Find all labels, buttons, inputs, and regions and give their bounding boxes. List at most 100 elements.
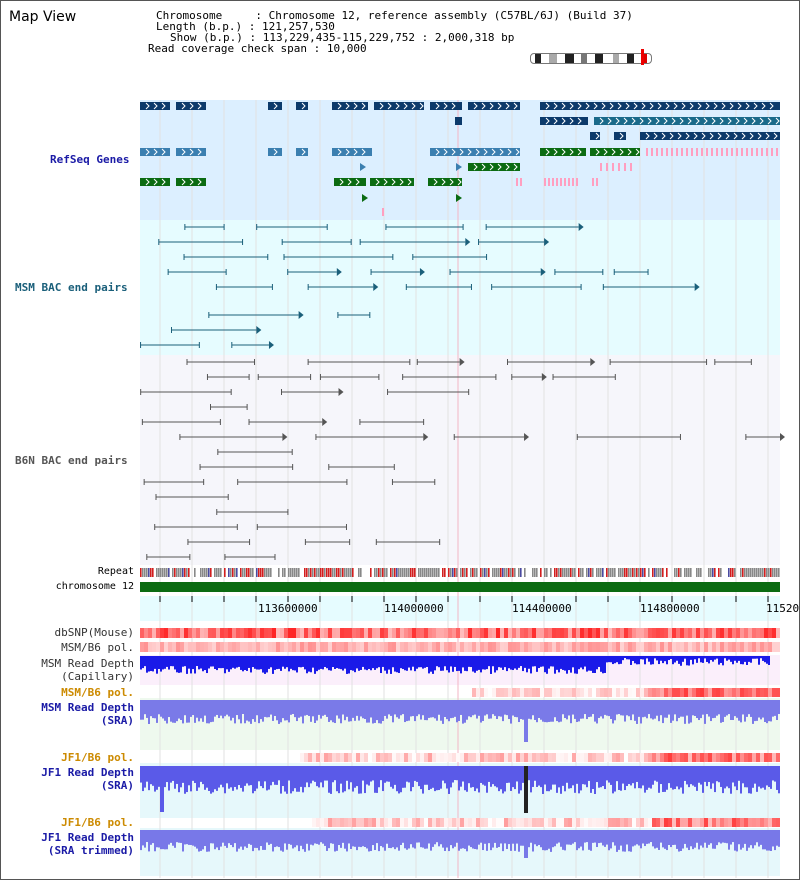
heat-cell — [716, 818, 720, 827]
heat-cell — [312, 753, 316, 762]
depth-bar — [348, 830, 350, 844]
heat-cell — [524, 753, 528, 762]
depth-bar — [744, 700, 746, 722]
repeat-mark — [480, 568, 482, 577]
heat-cell — [420, 818, 424, 827]
heat-cell — [160, 628, 164, 638]
depth-bar — [278, 656, 280, 669]
heat-cell — [180, 628, 184, 638]
depth-bar — [508, 656, 510, 669]
heat-cell — [304, 753, 308, 762]
depth-bar — [228, 656, 230, 672]
repeat-mark — [394, 568, 396, 577]
depth-bar — [410, 766, 412, 792]
depth-bar — [208, 830, 210, 852]
heat-cell — [204, 642, 208, 652]
heat-cell — [604, 688, 608, 697]
heat-cell — [524, 642, 528, 652]
depth-bar — [598, 830, 600, 844]
depth-bar — [754, 766, 756, 784]
repeat-mark — [230, 568, 232, 577]
depth-bar — [664, 830, 666, 849]
depth-bar — [542, 656, 544, 667]
gene-arrow — [515, 148, 520, 156]
depth-bar — [686, 830, 688, 848]
gene-feature — [176, 148, 206, 156]
b6n-bac-label[interactable]: B6N BAC end pairs — [15, 454, 128, 467]
heat-cell — [492, 688, 496, 697]
depth-bar — [620, 830, 622, 846]
jf1-b6-pol-label-2[interactable]: JF1/B6 pol. — [61, 816, 134, 829]
heat-cell — [560, 818, 564, 827]
depth-bar — [194, 656, 196, 674]
depth-bar — [354, 656, 356, 673]
depth-bar — [144, 656, 146, 667]
depth-bar — [346, 830, 348, 852]
depth-bar — [742, 700, 744, 715]
depth-bar — [330, 700, 332, 721]
depth-bar — [148, 766, 150, 791]
depth-bar — [678, 766, 680, 790]
heat-cell — [500, 753, 504, 762]
depth-bar — [592, 656, 594, 673]
depth-bar — [608, 700, 610, 717]
heat-cell — [336, 753, 340, 762]
gene-feature — [296, 148, 308, 156]
depth-bar — [432, 656, 434, 674]
depth-bar — [674, 830, 676, 845]
depth-bar — [270, 766, 272, 786]
depth-bar — [774, 830, 776, 851]
jf1-b6-pol-label[interactable]: JF1/B6 pol. — [61, 751, 134, 764]
refseq-genes-label[interactable]: RefSeq Genes — [50, 153, 130, 166]
depth-bar — [390, 656, 392, 674]
msm-bac-label[interactable]: MSM BAC end pairs — [15, 281, 128, 294]
chromosome-ideogram[interactable] — [530, 53, 652, 64]
gene-pink — [630, 163, 632, 171]
heat-cell — [264, 642, 268, 652]
msm-depth-capillary-label[interactable]: MSM Read Depth (Capillary) — [41, 657, 134, 683]
heat-cell — [344, 753, 348, 762]
heat-cell — [720, 628, 724, 638]
heat-cell — [320, 818, 324, 827]
msm-depth-sra-label[interactable]: MSM Read Depth (SRA) — [41, 701, 134, 727]
depth-bar — [492, 830, 494, 848]
depth-bar — [426, 700, 428, 721]
heat-cell — [316, 818, 320, 827]
heat-cell — [484, 818, 488, 827]
depth-bar — [548, 700, 550, 722]
chromosome-track-label: chromosome 12 — [55, 581, 134, 592]
heat-cell — [388, 753, 392, 762]
heat-cell — [772, 753, 776, 762]
depth-bar — [350, 766, 352, 783]
depth-bar — [654, 700, 656, 719]
heat-cell — [164, 642, 168, 652]
depth-bar — [702, 766, 704, 793]
gene-arrow — [473, 102, 478, 110]
dbsnp-label[interactable]: dbSNP(Mouse) — [54, 626, 134, 639]
depth-bar — [604, 700, 606, 715]
gene-arrow — [757, 132, 762, 140]
depth-bar — [710, 766, 712, 789]
msm-b6-pol-label-2[interactable]: MSM/B6 pol. — [61, 686, 134, 699]
gene-arrow — [553, 117, 558, 125]
depth-bar — [460, 766, 462, 787]
jf1-depth-trimmed-label[interactable]: JF1 Read Depth (SRA trimmed) — [41, 831, 134, 857]
depth-bar — [474, 830, 476, 850]
depth-bar — [714, 700, 716, 718]
depth-bar — [446, 766, 448, 789]
heat-cell — [536, 628, 540, 638]
depth-bar — [622, 766, 624, 784]
heat-cell — [336, 628, 340, 638]
jf1-depth-sra-label[interactable]: JF1 Read Depth (SRA) — [41, 766, 134, 792]
depth-bar — [218, 830, 220, 851]
gene-arrow — [561, 117, 566, 125]
repeat-mark — [602, 568, 604, 577]
depth-bar — [698, 656, 700, 659]
heat-cell — [360, 818, 364, 827]
msm-b6-pol-label[interactable]: MSM/B6 pol. — [61, 641, 134, 654]
depth-bar — [168, 766, 170, 791]
repeat-mark — [270, 568, 272, 577]
heat-cell — [448, 628, 452, 638]
heat-cell — [564, 818, 568, 827]
